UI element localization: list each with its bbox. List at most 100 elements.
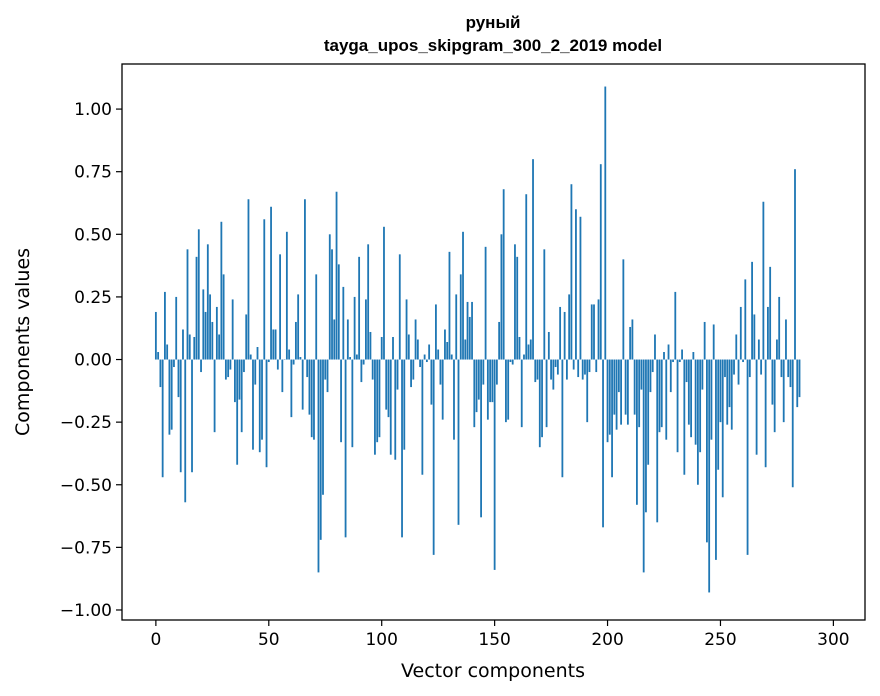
bar [730,359,733,430]
bar [694,359,697,445]
y-axis-ticks: −1.00 −0.75 −0.50 −0.25 0.00 0.25 0.50 0.75 1.00 [60,100,122,621]
bar [231,299,234,360]
bar [674,291,677,360]
bar [405,299,408,360]
bar [626,359,629,425]
bar [520,359,523,428]
bar [565,359,568,380]
bar [514,244,516,360]
bar [466,301,469,360]
bar [355,354,358,360]
bar [518,336,521,360]
bar [708,359,711,593]
bar [263,219,266,360]
bar [798,359,801,398]
bar [471,301,473,360]
bar [435,304,437,360]
bar [620,359,622,425]
bar [322,359,324,495]
bar [511,359,514,365]
bar [193,336,196,360]
bar [310,359,313,438]
y-tick-label: 0.00 [74,351,112,371]
bar [556,359,559,375]
bar [392,336,394,360]
bar [491,359,494,403]
bar [647,359,650,465]
bar [692,352,695,360]
bar [710,359,713,440]
x-tick-label: 50 [258,630,280,650]
bar [412,359,415,380]
bar [728,359,731,408]
x-tick-label: 300 [817,630,849,650]
bar [678,359,681,363]
bar [279,254,281,360]
bar [751,261,753,360]
bar [746,359,749,555]
bar [288,349,291,360]
bar [265,359,268,468]
bar [204,311,207,360]
bar [721,359,724,498]
bar [699,359,702,453]
bar [227,359,230,378]
bar [292,359,295,365]
bar [182,329,184,360]
bar [742,359,744,363]
bar [346,319,349,360]
bar [365,299,367,360]
bar [633,359,636,415]
bar [712,324,715,360]
bar [516,256,519,360]
bar [247,199,250,360]
bar [396,359,399,390]
bar [683,359,686,475]
bar [252,359,254,450]
bar [168,359,171,435]
bar [410,359,412,388]
bar [455,294,458,360]
bar [164,291,166,360]
bar [414,319,417,360]
bar [195,256,198,360]
bar [724,359,726,378]
bar [748,359,751,378]
bar [602,359,604,528]
bar [493,359,496,570]
bar [737,359,740,385]
bar [649,359,652,393]
bar [211,321,214,360]
bar [403,359,406,450]
y-tick-label: −0.75 [60,538,112,558]
bar [590,304,593,360]
bar [184,359,187,503]
bar [274,329,277,360]
bar [166,344,169,360]
bar [660,359,663,428]
bar-series [154,86,801,593]
bar [572,359,575,370]
bar [636,359,638,505]
bar [313,359,315,440]
bar [475,359,478,413]
bar [215,306,218,360]
y-tick-label: −0.25 [60,413,112,433]
bar [430,359,433,405]
y-tick-label: 1.00 [74,100,112,120]
bar [344,359,347,538]
bar [188,334,191,360]
bar [527,344,530,360]
bar [579,216,582,360]
bar [333,319,336,360]
bar [787,359,790,378]
bar [502,189,505,360]
bar [473,359,476,428]
bar [595,359,598,373]
bar [681,349,683,360]
bar [550,359,552,380]
y-tick-label: −0.50 [60,476,112,496]
bar [272,329,275,360]
bar [383,226,385,360]
